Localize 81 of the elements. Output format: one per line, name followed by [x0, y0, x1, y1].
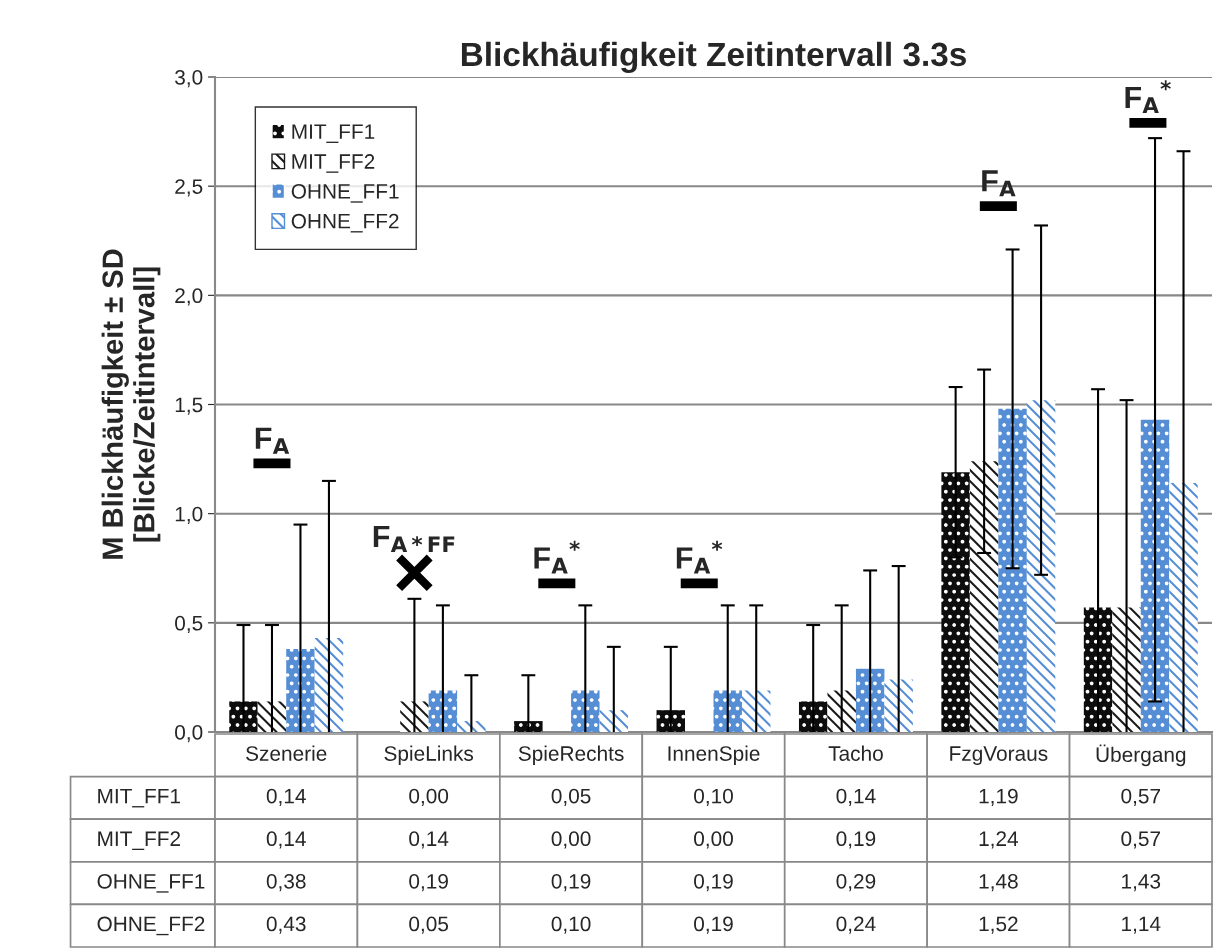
- data-label: 0,00: [409, 788, 449, 806]
- bar: [969, 461, 999, 732]
- data-label: 1,24: [979, 831, 1019, 849]
- data-label: 1,43: [1122, 873, 1161, 892]
- legend-label: MIT_FF1: [292, 124, 375, 143]
- bar: [1026, 400, 1056, 732]
- x-tick-label: InnenSpie: [668, 745, 760, 766]
- data-label: 0,05: [409, 916, 449, 934]
- bar: [599, 710, 629, 732]
- data-label: 0,29: [836, 873, 876, 892]
- data-label: 0,14: [266, 788, 306, 806]
- data-label: 0,10: [694, 788, 733, 806]
- bar: [286, 649, 315, 732]
- data-label: 0,57: [1121, 831, 1161, 849]
- data-label: 0,19: [409, 873, 448, 892]
- bar: [884, 679, 913, 732]
- y-tick-label: 0,0: [175, 725, 203, 743]
- bar: [998, 408, 1027, 732]
- annotation: F$_{A}$: [982, 170, 1016, 197]
- data-label: 0,24: [836, 916, 876, 934]
- x-tick-label: SpieRechts: [518, 745, 624, 766]
- data-label: 0,38: [266, 873, 306, 892]
- data-label: 0,00: [551, 831, 591, 849]
- data-label: 0,05: [551, 788, 591, 806]
- bar: [400, 701, 429, 732]
- x-tick-label: FzgVoraus: [950, 746, 1048, 766]
- x-tick-label: SpieLinks: [384, 745, 474, 766]
- data-label: 0,19: [836, 831, 876, 849]
- bar: [798, 701, 828, 732]
- bar: [941, 472, 970, 732]
- data-label: 1,52: [979, 916, 1018, 934]
- y-tick-label: 3,0: [175, 70, 203, 88]
- legend-label: OHNE_FF2: [291, 213, 399, 233]
- data-label: 0,19: [694, 873, 733, 892]
- y-tick-label: 2,0: [175, 288, 203, 306]
- y-tick-label: 1,0: [175, 506, 203, 524]
- bar: [855, 668, 885, 732]
- data-label: 0,00: [694, 831, 733, 849]
- y-tick-label: 0,5: [175, 615, 203, 634]
- y-axis-title: M Blickhäufigkeit ± SD [Blicke/Zeitintervall]: [101, 249, 161, 559]
- annotation: F$_{A}$: [255, 427, 290, 454]
- y-tick-label: 2,5: [175, 179, 203, 197]
- bar: [656, 710, 686, 732]
- text: MIT_FF1: [98, 788, 181, 808]
- data-label: 1,19: [979, 788, 1018, 806]
- bar: [457, 721, 486, 732]
- data-label: 0,14: [409, 831, 449, 849]
- data-label: 1,48: [979, 873, 1018, 892]
- bar: [713, 690, 742, 732]
- bar: [741, 690, 771, 732]
- legend-label: MIT_FF2: [292, 154, 375, 173]
- data-label: 0,14: [836, 788, 876, 806]
- bar: [1140, 419, 1170, 732]
- bar: [571, 690, 600, 732]
- data-label: 0,43: [266, 916, 306, 934]
- legend-label: OHNE_FF1: [291, 183, 399, 203]
- bar: [428, 690, 458, 732]
- bar: [1112, 607, 1141, 732]
- text: OHNE_FF1: [97, 873, 205, 893]
- annotation: F$_{A*FF}$: [373, 525, 455, 552]
- bar: [514, 721, 543, 732]
- annotation: F$_{A}$$^{*}$: [676, 540, 723, 574]
- bar: [827, 690, 856, 732]
- data-label: 0,14: [266, 831, 306, 849]
- data-label: 0,57: [1121, 788, 1161, 806]
- data-label: 0,10: [551, 916, 591, 934]
- text: MIT_FF2: [98, 831, 180, 851]
- bar: [257, 701, 287, 732]
- chart-title: Blickhäufigkeit Zeitintervall 3.3s: [461, 41, 966, 73]
- annotation: F$_{A}$$^{*}$: [534, 540, 580, 574]
- x-tick-label: Übergang: [1096, 744, 1186, 767]
- data-label: 0,19: [694, 916, 733, 934]
- data-label: 1,14: [1122, 916, 1161, 934]
- x-tick-label: Szenerie: [246, 745, 327, 761]
- text: OHNE_FF2: [97, 916, 205, 936]
- data-label: 0,19: [551, 873, 591, 892]
- bar: [1083, 607, 1113, 732]
- bar: [314, 638, 344, 732]
- annotation: F$_{A}$$^{*}$: [1125, 80, 1171, 113]
- y-tick-label: 1,5: [175, 397, 203, 415]
- x-tick-label: Tacho: [828, 745, 883, 761]
